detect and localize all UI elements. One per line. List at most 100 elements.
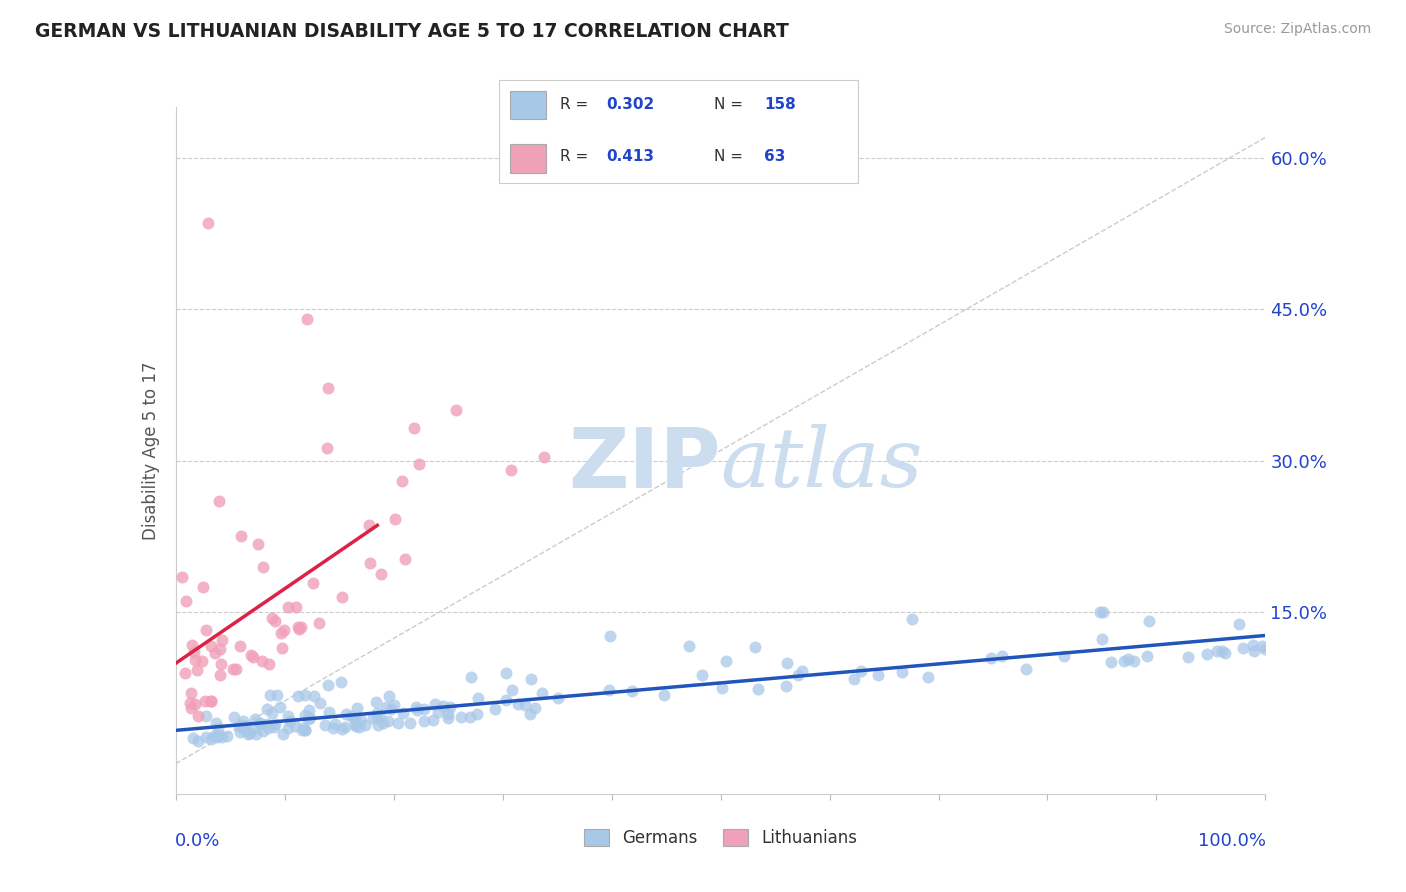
- Point: [191, 654, 214, 668]
- Point: [259, 688, 281, 702]
- Point: [193, 693, 215, 707]
- Point: [330, 722, 353, 736]
- Point: [367, 718, 389, 732]
- Point: [465, 706, 488, 721]
- Point: [340, 708, 363, 723]
- Point: [1227, 616, 1250, 631]
- Point: [1206, 644, 1229, 658]
- Point: [277, 600, 299, 615]
- Point: [394, 551, 416, 566]
- Point: [228, 725, 250, 739]
- Point: [221, 663, 243, 677]
- Point: [200, 640, 222, 654]
- Point: [377, 714, 399, 728]
- Point: [273, 623, 295, 637]
- Point: [349, 720, 371, 734]
- Point: [260, 610, 283, 624]
- Point: [432, 698, 454, 713]
- Point: [249, 715, 271, 730]
- Point: [208, 641, 231, 656]
- Point: [271, 641, 294, 656]
- Point: [207, 721, 229, 735]
- Point: [1092, 605, 1115, 619]
- Point: [277, 722, 299, 736]
- Point: [501, 463, 523, 477]
- Point: [343, 711, 366, 725]
- Point: [200, 693, 222, 707]
- Point: [229, 639, 252, 653]
- Point: [245, 727, 267, 741]
- Point: [233, 722, 256, 736]
- Point: [187, 733, 209, 747]
- Point: [179, 685, 201, 699]
- Point: [1243, 644, 1265, 658]
- Point: [501, 682, 523, 697]
- Bar: [510, 91, 546, 120]
- Point: [224, 710, 246, 724]
- Text: N =: N =: [714, 97, 748, 112]
- Point: [917, 670, 939, 684]
- Point: [426, 705, 449, 719]
- Point: [378, 690, 401, 704]
- Point: [256, 702, 278, 716]
- Point: [714, 654, 737, 668]
- Point: [621, 683, 644, 698]
- Point: [1177, 650, 1199, 665]
- Point: [495, 666, 517, 681]
- Point: [710, 681, 733, 696]
- Point: [239, 726, 262, 740]
- Point: [484, 701, 506, 715]
- Point: [174, 594, 197, 608]
- Point: [350, 713, 373, 727]
- Text: GERMAN VS LITHUANIAN DISABILITY AGE 5 TO 17 CORRELATION CHART: GERMAN VS LITHUANIAN DISABILITY AGE 5 TO…: [35, 22, 789, 41]
- Point: [294, 708, 316, 723]
- Point: [792, 664, 814, 678]
- Point: [387, 716, 409, 731]
- Point: [467, 690, 489, 705]
- Point: [290, 620, 312, 634]
- Point: [495, 693, 517, 707]
- Point: [374, 700, 396, 714]
- Point: [263, 716, 285, 731]
- Point: [217, 729, 239, 743]
- Point: [257, 722, 280, 736]
- Point: [318, 381, 340, 395]
- Point: [291, 723, 314, 738]
- Point: [239, 648, 262, 663]
- Text: 0.302: 0.302: [607, 97, 655, 112]
- Point: [195, 623, 218, 637]
- Point: [204, 646, 226, 660]
- Point: [180, 701, 202, 715]
- Point: [344, 719, 367, 733]
- Text: 63: 63: [765, 149, 786, 164]
- Point: [1241, 638, 1264, 652]
- Point: [269, 699, 291, 714]
- Point: [314, 718, 336, 732]
- Point: [173, 665, 195, 680]
- Point: [405, 703, 427, 717]
- Text: Source: ZipAtlas.com: Source: ZipAtlas.com: [1223, 22, 1371, 37]
- Point: [287, 620, 309, 634]
- Point: [361, 711, 384, 725]
- Point: [181, 639, 204, 653]
- Point: [236, 727, 259, 741]
- Point: [266, 688, 288, 702]
- Text: ZIP: ZIP: [568, 424, 721, 505]
- Point: [277, 709, 299, 723]
- Point: [744, 640, 766, 654]
- Point: [330, 590, 353, 604]
- Point: [322, 721, 344, 735]
- Point: [1053, 649, 1076, 664]
- Point: [195, 731, 218, 745]
- Point: [343, 717, 366, 731]
- Point: [263, 720, 285, 734]
- Legend: Germans, Lithuanians: Germans, Lithuanians: [583, 830, 858, 847]
- Text: R =: R =: [560, 97, 593, 112]
- Text: N =: N =: [714, 149, 748, 164]
- Point: [294, 723, 316, 737]
- Point: [1211, 644, 1233, 658]
- Point: [405, 700, 427, 714]
- Point: [399, 716, 422, 731]
- Point: [1015, 662, 1038, 676]
- Point: [346, 700, 368, 714]
